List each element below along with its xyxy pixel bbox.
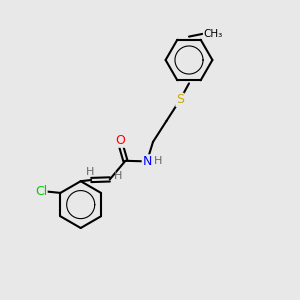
Text: Cl: Cl xyxy=(35,185,47,198)
Text: H: H xyxy=(154,156,163,167)
Text: CH₃: CH₃ xyxy=(203,28,223,39)
Text: H: H xyxy=(114,171,122,181)
Text: H: H xyxy=(85,167,94,177)
Text: O: O xyxy=(115,134,125,147)
Text: N: N xyxy=(142,155,152,168)
Text: S: S xyxy=(176,93,184,106)
